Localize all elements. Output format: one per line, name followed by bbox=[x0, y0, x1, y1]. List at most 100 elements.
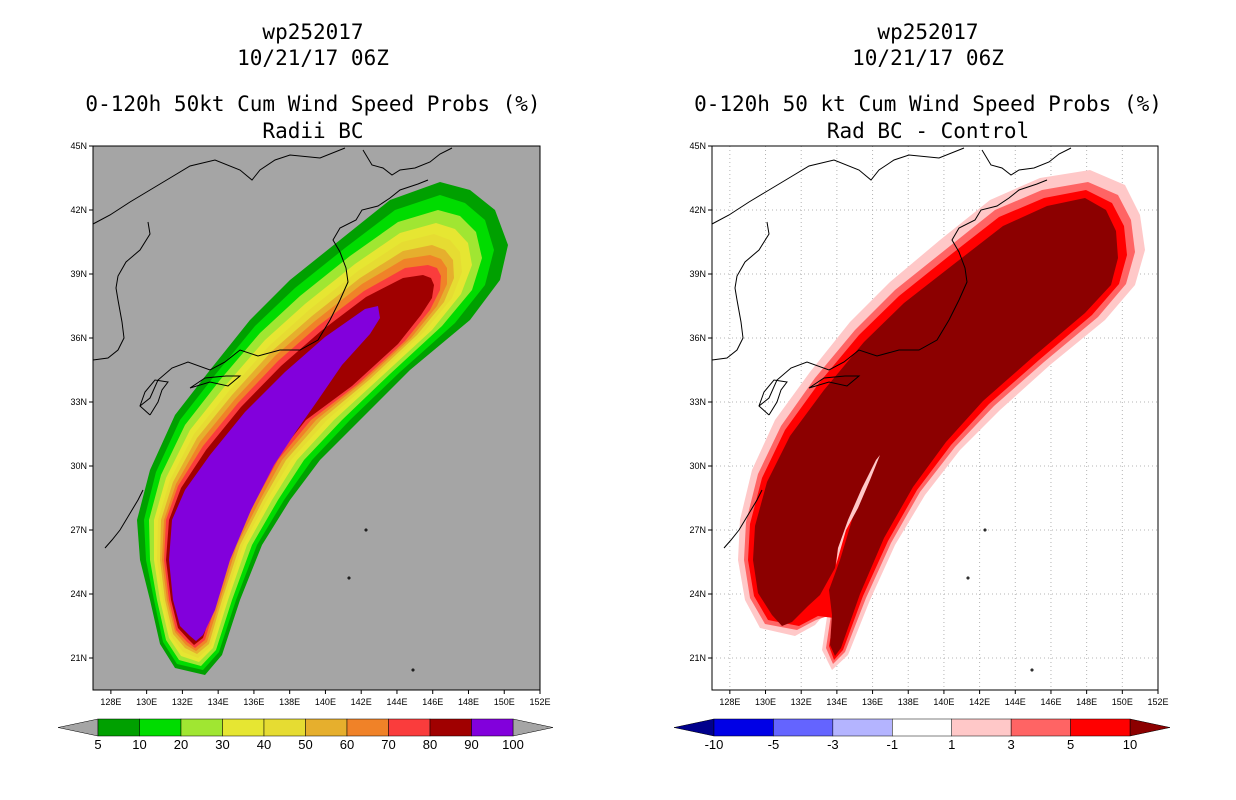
x-tick-label: 128E bbox=[100, 697, 121, 707]
y-tick-label: 21N bbox=[689, 653, 706, 663]
colorbar-label: 5 bbox=[94, 737, 101, 752]
colorbar-label: 80 bbox=[423, 737, 437, 752]
right-coast-korea bbox=[712, 221, 770, 361]
right-coast-shikoku bbox=[808, 375, 861, 389]
left-coast-asia bbox=[93, 147, 346, 225]
left-probability-bands bbox=[137, 182, 508, 675]
band-80 bbox=[166, 275, 434, 645]
colorbar-label: 1 bbox=[948, 737, 955, 752]
y-tick-label: 45N bbox=[689, 141, 706, 151]
x-tick-label: 152E bbox=[529, 697, 550, 707]
x-tick-label: 136E bbox=[862, 697, 883, 707]
left-coast-korea bbox=[93, 221, 151, 361]
colorbar-label: 3 bbox=[1008, 737, 1015, 752]
colorbar-label: 60 bbox=[340, 737, 354, 752]
x-tick-label: 140E bbox=[315, 697, 336, 707]
right-map-panel: 128E 130E 132E 134E 136E 138E 140E 142E 144E 146E… bbox=[673, 141, 1171, 752]
y-tick-label: 24N bbox=[689, 589, 706, 599]
x-tick-label: 142E bbox=[351, 697, 372, 707]
y-tick-label: 27N bbox=[689, 525, 706, 535]
right-coast-kyushu bbox=[758, 379, 788, 416]
colorbar-above-arrow bbox=[512, 718, 554, 737]
left-axis-ticks: 128E 130E 132E 134E 136E 138E 140E 142E 144E 146E… bbox=[70, 141, 550, 707]
colorbar-label: 50 bbox=[298, 737, 312, 752]
y-tick-label: 24N bbox=[70, 589, 87, 599]
colorbar-swatch bbox=[471, 718, 514, 737]
band-100 bbox=[174, 318, 372, 630]
colorbar-label: 40 bbox=[257, 737, 271, 752]
colorbar-below-arrow bbox=[673, 718, 715, 737]
y-tick-label: 27N bbox=[70, 525, 87, 535]
colorbar-label: 100 bbox=[502, 737, 524, 752]
x-tick-label: 130E bbox=[136, 697, 157, 707]
left-coast-japan bbox=[139, 179, 429, 407]
colorbar-label: -5 bbox=[768, 737, 780, 752]
right-difference-bands bbox=[738, 170, 1145, 670]
left-coast-shikoku bbox=[189, 375, 242, 389]
colorbar-below-arrow bbox=[57, 718, 99, 737]
right-colorbar: -10 -5 -3 -1 1 3 5 10 bbox=[673, 718, 1171, 752]
x-tick-label: 148E bbox=[1076, 697, 1097, 707]
colorbar-label: 20 bbox=[174, 737, 188, 752]
colorbar-swatch bbox=[713, 718, 774, 737]
right-datetime: 10/21/17 06Z bbox=[852, 46, 1004, 70]
x-tick-label: 144E bbox=[1005, 697, 1026, 707]
colorbar-swatch bbox=[305, 718, 348, 737]
x-tick-label: 148E bbox=[458, 697, 479, 707]
colorbar-label: 70 bbox=[381, 737, 395, 752]
left-island-dot bbox=[364, 528, 368, 532]
colorbar-swatch bbox=[97, 718, 140, 737]
x-tick-label: 142E bbox=[969, 697, 990, 707]
left-colorbar: 5 10 20 30 40 50 60 70 80 90 100 bbox=[57, 718, 554, 752]
right-coast-japan bbox=[758, 179, 1048, 407]
colorbar-above-arrow bbox=[1129, 718, 1171, 737]
colorbar-label: -3 bbox=[827, 737, 839, 752]
x-tick-label: 140E bbox=[933, 697, 954, 707]
y-tick-label: 45N bbox=[70, 141, 87, 151]
y-tick-label: 36N bbox=[689, 333, 706, 343]
colorbar-swatch bbox=[222, 718, 265, 737]
y-tick-label: 30N bbox=[70, 461, 87, 471]
colorbar-swatch bbox=[180, 718, 223, 737]
left-chart-subtitle: Radii BC bbox=[262, 119, 364, 143]
x-tick-label: 138E bbox=[898, 697, 919, 707]
x-tick-label: 146E bbox=[422, 697, 443, 707]
colorbar-label: -1 bbox=[887, 737, 899, 752]
y-tick-label: 36N bbox=[70, 333, 87, 343]
x-tick-label: 146E bbox=[1040, 697, 1061, 707]
right-coastlines bbox=[712, 147, 1072, 672]
left-coast-ryukyu bbox=[104, 489, 144, 549]
x-tick-label: 134E bbox=[826, 697, 847, 707]
y-tick-label: 39N bbox=[689, 269, 706, 279]
y-tick-label: 33N bbox=[70, 397, 87, 407]
x-tick-label: 150E bbox=[1112, 697, 1133, 707]
colorbar-label: 10 bbox=[132, 737, 146, 752]
y-tick-label: 21N bbox=[70, 653, 87, 663]
x-tick-label: 132E bbox=[172, 697, 193, 707]
diff-band-10 bbox=[753, 198, 1118, 656]
colorbar-swatch bbox=[388, 718, 431, 737]
y-tick-label: 30N bbox=[689, 461, 706, 471]
colorbar-label: 90 bbox=[464, 737, 478, 752]
colorbar-swatch bbox=[429, 718, 472, 737]
colorbar-swatch bbox=[773, 718, 834, 737]
colorbar-swatch bbox=[1010, 718, 1071, 737]
right-chart-title: 0-120h 50 kt Cum Wind Speed Probs (%) bbox=[694, 92, 1162, 116]
right-coast-hokkaido bbox=[981, 147, 1072, 176]
left-map-panel: 128E 130E 132E 134E 136E 138E 140E 142E 144E 146E… bbox=[57, 141, 554, 752]
x-tick-label: 134E bbox=[208, 697, 229, 707]
right-axis-ticks: 128E 130E 132E 134E 136E 138E 140E 142E 144E 146E… bbox=[689, 141, 1168, 707]
x-tick-label: 130E bbox=[755, 697, 776, 707]
colorbar-swatch bbox=[951, 718, 1012, 737]
colorbar-label: 10 bbox=[1123, 737, 1137, 752]
x-tick-label: 152E bbox=[1147, 697, 1168, 707]
colorbar-swatch bbox=[1070, 718, 1131, 737]
left-chart-title: 0-120h 50kt Cum Wind Speed Probs (%) bbox=[85, 92, 541, 116]
y-tick-label: 42N bbox=[70, 205, 87, 215]
x-tick-label: 128E bbox=[719, 697, 740, 707]
x-tick-label: 144E bbox=[386, 697, 407, 707]
colorbar-label: 30 bbox=[215, 737, 229, 752]
colorbar-swatch bbox=[832, 718, 893, 737]
y-tick-label: 42N bbox=[689, 205, 706, 215]
